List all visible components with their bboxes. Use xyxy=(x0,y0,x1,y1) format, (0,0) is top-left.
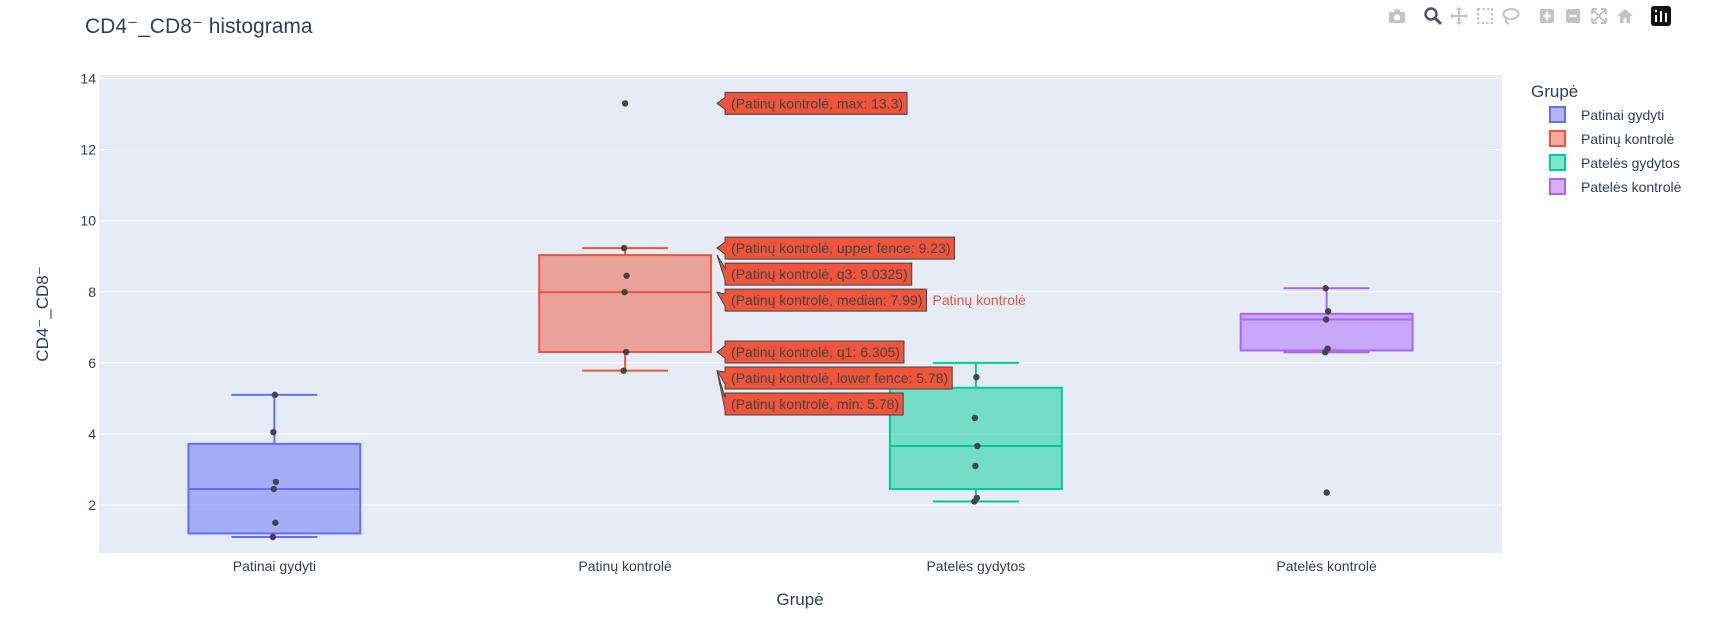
data-point xyxy=(1324,345,1331,352)
legend-item[interactable]: Patelės kontrolė xyxy=(1549,178,1682,195)
hover-label-box xyxy=(716,91,908,115)
hover-label: (Patinų kontrolė, upper fence: 9.23) xyxy=(716,236,956,260)
data-point xyxy=(972,462,979,470)
data-point xyxy=(1322,316,1330,323)
reset-axes-icon[interactable] xyxy=(1612,4,1638,28)
data-point xyxy=(1324,308,1332,315)
lasso-select-icon[interactable] xyxy=(1498,4,1524,28)
outlier-point xyxy=(1323,489,1330,496)
box-trace[interactable] xyxy=(187,391,362,541)
chart-title: CD4⁻_CD8⁻ histograma xyxy=(85,15,313,38)
outlier-point xyxy=(621,100,629,107)
legend-label: Patinų kontrolė xyxy=(1581,131,1675,147)
hover-label: (Patinų kontrolė, q1: 6.305) xyxy=(716,340,905,364)
hover-label-box xyxy=(716,370,904,416)
camera-icon[interactable] xyxy=(1384,4,1410,28)
y-axis-title: CD4⁻_CD8⁻ xyxy=(33,266,52,361)
data-point xyxy=(974,442,981,450)
legend-swatch xyxy=(1549,130,1566,147)
hover-label: (Patinų kontrolė, median: 7.99) xyxy=(716,288,928,312)
x-axis-title: Grupė xyxy=(776,590,823,609)
y-tick-label: 14 xyxy=(80,71,96,87)
data-point xyxy=(272,519,279,526)
data-point xyxy=(272,478,280,486)
modebar xyxy=(1384,4,1674,28)
box-trace[interactable] xyxy=(1239,285,1414,496)
zoom-icon[interactable] xyxy=(1420,4,1446,28)
hover-label: (Patinų kontrolė, min: 5.78) xyxy=(716,370,904,416)
hover-label-box xyxy=(716,254,913,286)
legend-label: Patinai gydyti xyxy=(1581,107,1664,123)
data-point xyxy=(620,244,628,252)
box[interactable] xyxy=(538,254,713,354)
autoscale-icon[interactable] xyxy=(1586,4,1612,28)
legend-item[interactable]: Patelės gydytos xyxy=(1549,154,1680,171)
data-point xyxy=(622,348,630,356)
legend-title: Grupė xyxy=(1531,82,1578,101)
data-point xyxy=(973,373,980,381)
hover-trace-name: Patinų kontrolė xyxy=(933,292,1027,308)
hover-label-text: (Patinų kontrolė, q1: 6.305) xyxy=(731,344,900,360)
hover-label-box xyxy=(716,340,905,364)
hover-label-box xyxy=(716,236,956,260)
x-axis: Patinai gydyti Patinų kontrolė Patelės gyd… xyxy=(233,558,1377,574)
x-tick-label: Patelės kontrolė xyxy=(1276,558,1377,574)
legend-swatch xyxy=(1549,178,1566,195)
box-trace[interactable] xyxy=(538,100,713,374)
data-point xyxy=(971,414,979,422)
hover-label-text: (Patinų kontrolė, lower fence: 5.78) xyxy=(731,370,948,386)
data-point xyxy=(271,391,279,399)
zoom-out-icon[interactable] xyxy=(1560,4,1586,28)
y-tick-label: 4 xyxy=(88,426,96,442)
hover-label-text: (Patinų kontrolė, upper fence: 9.23) xyxy=(731,240,950,256)
data-point xyxy=(623,272,630,279)
legend-label: Patelės kontrolė xyxy=(1581,179,1682,195)
y-tick-label: 8 xyxy=(88,284,96,300)
hover-label-text: (Patinų kontrolė, max: 13.3) xyxy=(731,95,903,111)
data-point xyxy=(621,288,628,296)
data-point xyxy=(620,367,627,374)
hover-label-text: (Patinų kontrolė, q3: 9.0325) xyxy=(731,266,908,282)
hover-label: (Patinų kontrolė, lower fence: 5.78) xyxy=(716,366,953,390)
legend-swatch xyxy=(1549,154,1566,171)
plotly-logo-icon[interactable] xyxy=(1648,4,1674,28)
data-point xyxy=(973,494,981,502)
pan-icon[interactable] xyxy=(1446,4,1472,28)
box-select-icon[interactable] xyxy=(1472,4,1498,28)
hover-label-box xyxy=(716,366,953,390)
y-tick-label: 12 xyxy=(80,142,96,158)
x-tick-label: Patinai gydyti xyxy=(233,558,316,574)
legend-item[interactable]: Patinai gydyti xyxy=(1549,106,1664,123)
hover-labels: (Patinų kontrolė, max: 13.3) (Patinų kont… xyxy=(716,91,1027,416)
hover-label: (Patinų kontrolė, q3: 9.0325) xyxy=(716,254,913,286)
y-axis: 2 4 6 8 10 12 14 xyxy=(80,71,96,513)
data-point xyxy=(1322,285,1329,292)
hover-label: (Patinų kontrolė, max: 13.3) xyxy=(716,91,908,115)
legend: Grupė Patinai gydyti Patinų kontrolė Patel… xyxy=(1531,82,1682,195)
x-tick-label: Patelės gydytos xyxy=(926,558,1025,574)
hover-label-text: (Patinų kontrolė, min: 5.78) xyxy=(731,396,899,412)
zoom-in-icon[interactable] xyxy=(1534,4,1560,28)
data-point xyxy=(269,533,277,541)
legend-swatch xyxy=(1549,106,1566,123)
hover-label-box xyxy=(716,288,928,312)
box-traces xyxy=(187,100,1414,541)
y-tick-label: 2 xyxy=(88,497,96,513)
y-tick-label: 10 xyxy=(80,213,96,229)
data-point xyxy=(270,428,277,436)
y-tick-label: 6 xyxy=(88,355,96,371)
data-point xyxy=(270,485,278,493)
box[interactable] xyxy=(888,386,1063,491)
box-trace[interactable] xyxy=(888,361,1063,505)
hover-label-text: (Patinų kontrolė, median: 7.99) xyxy=(731,292,922,308)
legend-label: Patelės gydytos xyxy=(1581,155,1680,171)
x-tick-label: Patinų kontrolė xyxy=(578,558,672,574)
legend-item[interactable]: Patinų kontrolė xyxy=(1549,130,1675,147)
